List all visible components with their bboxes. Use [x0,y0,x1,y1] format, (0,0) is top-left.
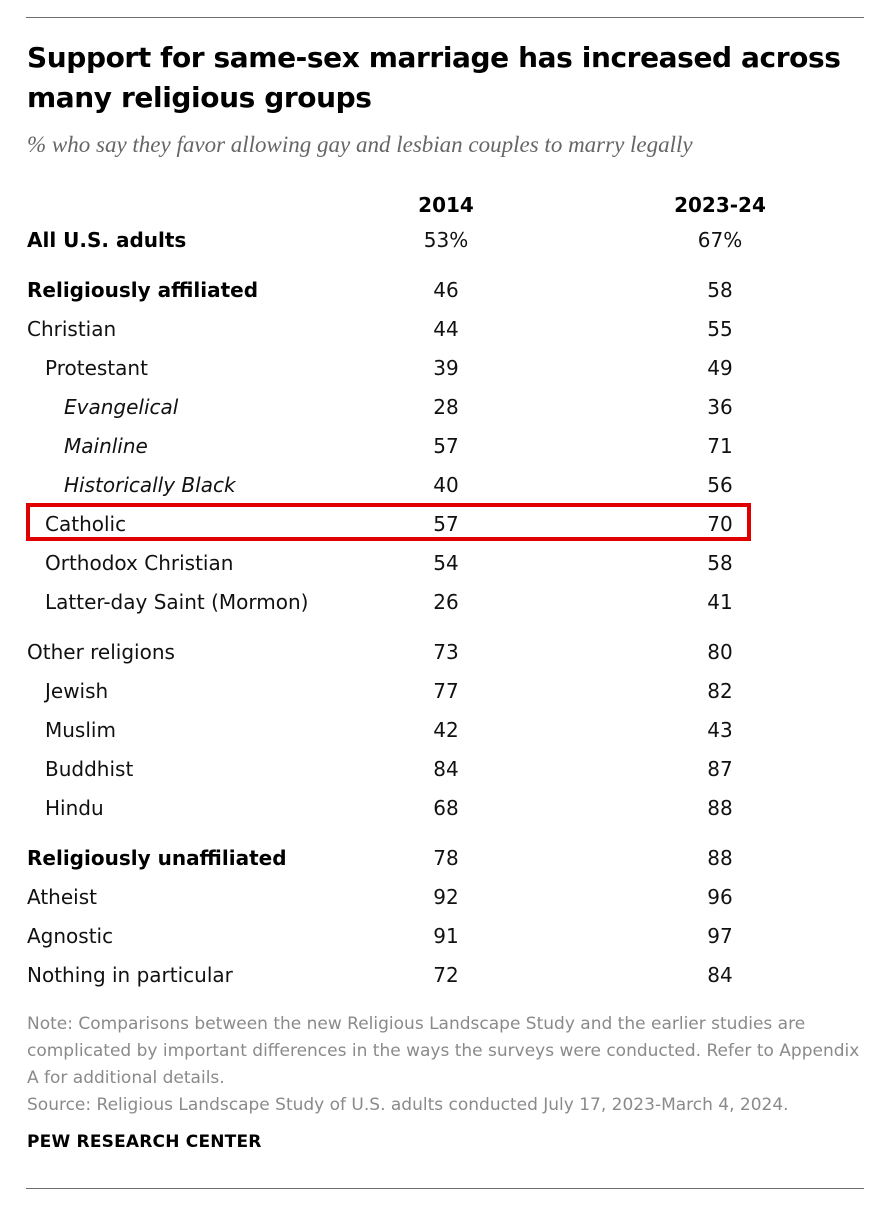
top-rule [26,17,864,18]
row-label: Agnostic [27,924,114,948]
value-2023-24: 87 [707,757,733,781]
row-label: Religiously affiliated [27,278,259,302]
value-2023-24: 58 [707,551,733,575]
value-2023-24: 97 [707,924,733,948]
row-label: Buddhist [45,757,134,781]
table-row: Protestant 39 49 [0,353,886,383]
table-row: Mainline 57 71 [0,431,886,461]
value-2023-24: 70 [707,512,733,536]
table-row: Orthodox Christian 54 58 [0,548,886,578]
table-row: Atheist 92 96 [0,882,886,912]
value-2023-24: 82 [707,679,733,703]
row-label: Evangelical [64,395,179,419]
value-2014: 68 [433,796,459,820]
value-2014: 28 [433,395,459,419]
value-2023-24: 84 [707,963,733,987]
value-2014: 26 [433,590,459,614]
table-row: Historically Black 40 56 [0,470,886,500]
table-row: Hindu 68 88 [0,793,886,823]
row-label: Other religions [27,640,175,664]
value-2014: 78 [433,846,459,870]
row-label: Muslim [45,718,116,742]
row-label: Catholic [45,512,127,536]
row-label: Protestant [45,356,148,380]
table-row: Jewish 77 82 [0,676,886,706]
value-2014: 42 [433,718,459,742]
row-label: Jewish [45,679,109,703]
bottom-rule [26,1188,864,1189]
value-2023-24: 88 [707,846,733,870]
value-2023-24: 55 [707,317,733,341]
row-label: Christian [27,317,117,341]
row-label: Religiously unaffiliated [27,846,287,870]
value-2023-24: 80 [707,640,733,664]
source-text: Source: Religious Landscape Study of U.S… [27,1095,789,1115]
pew-logo-text: PEW RESEARCH CENTER [27,1132,262,1152]
value-2014: 72 [433,963,459,987]
chart-notes: Note: Comparisons between the new Religi… [27,1011,867,1119]
value-2014: 73 [433,640,459,664]
value-2014: 92 [433,885,459,909]
value-2023-24: 71 [707,434,733,458]
value-2014: 53% [423,228,469,252]
row-label: Nothing in particular [27,963,233,987]
column-header-2023-24: 2023-24 [674,193,766,217]
table-row: Evangelical 28 36 [0,392,886,422]
value-2023-24: 43 [707,718,733,742]
note-text: Note: Comparisons between the new Religi… [27,1014,860,1088]
value-2014: 44 [433,317,459,341]
value-2014: 39 [433,356,459,380]
value-2023-24: 96 [707,885,733,909]
value-2023-24: 36 [707,395,733,419]
value-2023-24: 88 [707,796,733,820]
value-2014: 77 [433,679,459,703]
table-row: Other religions 73 80 [0,637,886,667]
table-row: Buddhist 84 87 [0,754,886,784]
value-2023-24: 49 [707,356,733,380]
table-row: Agnostic 91 97 [0,921,886,951]
value-2014: 91 [433,924,459,948]
value-2014: 84 [433,757,459,781]
row-label: Mainline [64,434,148,458]
value-2014: 57 [433,434,459,458]
row-label: Historically Black [64,473,236,497]
table-row: Religiously affiliated 46 58 [0,275,886,305]
value-2023-24: 56 [707,473,733,497]
value-2014: 57 [433,512,459,536]
value-2023-24: 41 [707,590,733,614]
row-label: Orthodox Christian [45,551,234,575]
catholic-highlight-box [26,503,751,541]
table-row: Christian 44 55 [0,314,886,344]
chart-title: Support for same-sex marriage has increa… [27,41,841,114]
table-row: Catholic 57 70 [0,509,886,539]
row-label: All U.S. adults [27,228,187,252]
chart-subtitle: % who say they favor allowing gay and le… [27,132,693,157]
value-2023-24: 67% [697,228,743,252]
row-label: Hindu [45,796,104,820]
column-header-2014: 2014 [418,193,474,217]
table-row: Nothing in particular 72 84 [0,960,886,990]
table-row: All U.S. adults 53% 67% [0,225,886,255]
table-row: Latter-day Saint (Mormon) 26 41 [0,587,886,617]
value-2023-24: 58 [707,278,733,302]
table-row: Religiously unaffiliated 78 88 [0,843,886,873]
row-label: Atheist [27,885,97,909]
row-label: Latter-day Saint (Mormon) [45,590,309,614]
value-2014: 40 [433,473,459,497]
value-2014: 46 [433,278,459,302]
value-2014: 54 [433,551,459,575]
table-row: Muslim 42 43 [0,715,886,745]
